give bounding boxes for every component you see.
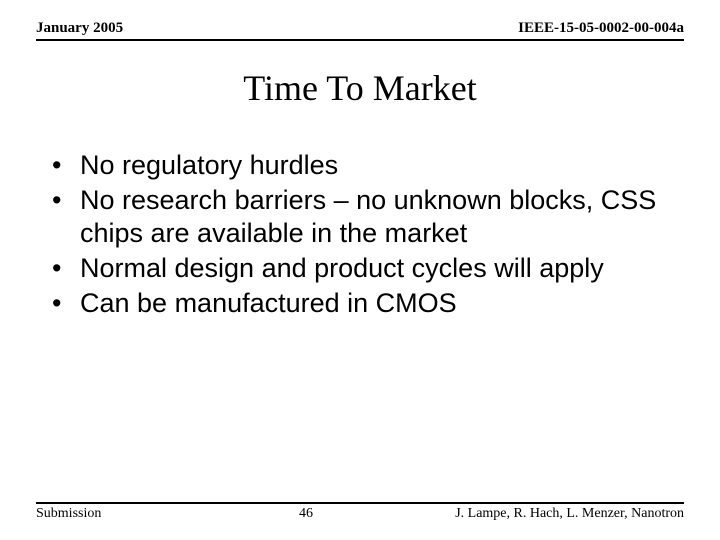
bullet-list: No regulatory hurdles No research barrie… [36,149,684,320]
footer-left: Submission [36,506,216,522]
header-date: January 2005 [36,20,123,37]
footer: Submission 46 J. Lampe, R. Hach, L. Menz… [36,502,684,522]
bullet-item: Normal design and product cycles will ap… [52,252,684,285]
slide: January 2005 IEEE-15-05-0002-00-004a Tim… [0,0,720,540]
footer-authors: J. Lampe, R. Hach, L. Menzer, Nanotron [396,506,684,522]
bullet-item: No regulatory hurdles [52,149,684,182]
header: January 2005 IEEE-15-05-0002-00-004a [36,20,684,41]
footer-line: Submission 46 J. Lampe, R. Hach, L. Menz… [36,502,684,522]
bullet-item: Can be manufactured in CMOS [52,287,684,320]
header-doc-id: IEEE-15-05-0002-00-004a [518,20,684,37]
bullet-item: No research barriers – no unknown blocks… [52,184,684,250]
footer-page-number: 46 [216,506,396,522]
slide-title: Time To Market [36,67,684,109]
